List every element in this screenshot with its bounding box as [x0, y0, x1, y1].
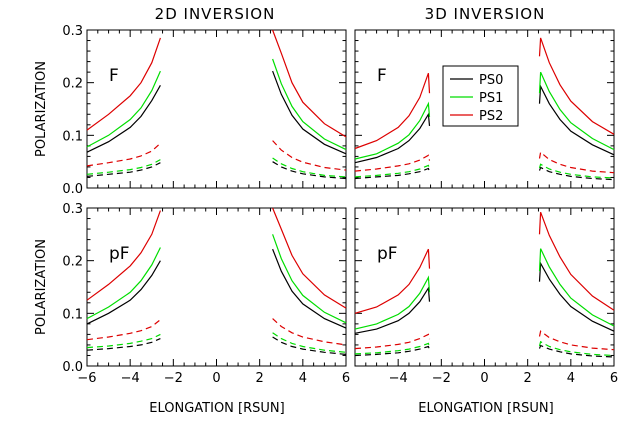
series-ps1-solid-right [538, 71, 615, 151]
series-ps2-dashed-right [272, 318, 347, 346]
series-ps2-dashed-right [272, 140, 347, 171]
plot-frame [86, 29, 347, 189]
y-tick-label: 0.0 [62, 182, 83, 197]
series-ps2-solid-right [538, 37, 615, 135]
y-tick-label: 0.2 [62, 255, 83, 270]
panel-label: pF [109, 244, 130, 264]
y-tick-label: 0.1 [62, 307, 83, 322]
x-tick-label: −2 [432, 371, 451, 386]
series-ps2-solid-right [272, 29, 347, 138]
x-tick-label: 2 [256, 371, 264, 386]
x-tick-label: 0 [480, 371, 488, 386]
series-ps2-dashed-right [538, 151, 615, 174]
x-axis-label-right: ELONGATION [RSUN] [418, 401, 553, 416]
series-ps2-solid-left [354, 248, 431, 314]
series-ps0-dashed-left [354, 345, 431, 357]
x-tick-label: 4 [567, 371, 575, 386]
y-tick-label: 0.0 [62, 360, 83, 375]
panel-2d-F: 0.0 0.1 0.2 0.3 F [62, 24, 347, 197]
column-title-2d: 2D INVERSION [155, 5, 276, 23]
y-tick-label: 0.2 [62, 77, 83, 92]
series-ps2-solid-left [354, 72, 431, 150]
x-tick-label: −2 [164, 371, 183, 386]
series-ps0-dashed-right [538, 344, 615, 358]
series-ps0-solid-left [86, 85, 161, 153]
series-ps0-solid-left [86, 260, 161, 325]
x-tick-label: 4 [299, 371, 307, 386]
column-title-3d: 3D INVERSION [425, 5, 546, 23]
series-ps0-solid-right [538, 84, 615, 156]
x-tick-label: −4 [121, 371, 140, 386]
series-ps1-solid-right [272, 234, 347, 324]
series-ps1-dashed-right [272, 332, 347, 353]
series-ps0-dashed-left [354, 167, 431, 180]
series-ps2-dashed-left [354, 333, 431, 350]
x-tick-label: 0 [212, 371, 220, 386]
series-ps0-solid-right [538, 261, 615, 332]
panels-group: 0.00.10.20.3F F0.00.10.20.3−6 −4 −2 0 2 4 6pF−4… [62, 24, 618, 386]
series-ps0-dashed-left [86, 338, 161, 351]
series-ps1-solid-right [538, 248, 615, 327]
x-tick-label: 6 [342, 371, 350, 386]
panel-label: F [377, 66, 387, 86]
series-ps0-solid-left [354, 286, 431, 334]
panel-3d-pF: −4 −2 0 2 4 6 pF [354, 207, 618, 386]
panel-3d-F: F [354, 29, 615, 189]
series-ps0-solid-left [354, 112, 431, 164]
legend-box [442, 65, 519, 127]
series-ps2-dashed-left [354, 154, 431, 172]
series-ps2-dashed-right [538, 330, 615, 351]
series-ps1-dashed-left [86, 159, 161, 175]
series-ps1-dashed-left [354, 164, 431, 178]
series-ps2-dashed-left [86, 319, 161, 341]
series-ps2-solid-left [86, 37, 161, 131]
series-ps0-solid-right [272, 248, 347, 329]
series-ps1-dashed-right [538, 340, 615, 357]
series-ps0-solid-right [272, 70, 347, 155]
legend-label-ps1: PS1 [479, 91, 503, 106]
y-axis-label-top: POLARIZATION [34, 61, 49, 157]
y-tick-label: 0.3 [62, 24, 83, 39]
series-ps1-solid-left [86, 70, 161, 148]
legend: PS0 PS1 PS2 [442, 65, 519, 127]
panel-label: F [109, 66, 119, 86]
series-ps0-dashed-right [538, 166, 615, 181]
plot-frame [86, 207, 347, 367]
y-tick-label: 0.3 [62, 202, 83, 217]
series-ps1-solid-left [354, 275, 431, 330]
x-tick-label: 2 [524, 371, 532, 386]
panel-2d-pF: 0.0 0.1 0.2 0.3 −6 −4 −2 0 2 4 6 pF [62, 202, 350, 386]
x-tick-label: −6 [77, 371, 96, 386]
series-ps1-dashed-right [538, 163, 615, 179]
x-axis-label-left: ELONGATION [RSUN] [149, 401, 284, 416]
y-axis-label-bottom: POLARIZATION [34, 239, 49, 335]
panel-label: pF [377, 244, 398, 264]
y-tick-label: 0.1 [62, 129, 83, 144]
series-ps2-solid-left [86, 210, 161, 301]
series-ps2-solid-right [538, 211, 615, 311]
series-ps2-solid-right [272, 207, 347, 309]
legend-label-ps2: PS2 [479, 109, 503, 124]
plot-frame [354, 207, 615, 367]
series-ps1-solid-left [86, 247, 161, 320]
series-ps1-solid-right [272, 58, 347, 151]
x-tick-label: 6 [610, 371, 618, 386]
x-tick-label: −4 [389, 371, 408, 386]
legend-label-ps0: PS0 [479, 73, 503, 88]
series-ps1-dashed-left [86, 333, 161, 349]
series-ps1-solid-left [354, 101, 431, 160]
series-ps1-dashed-left [354, 342, 431, 355]
